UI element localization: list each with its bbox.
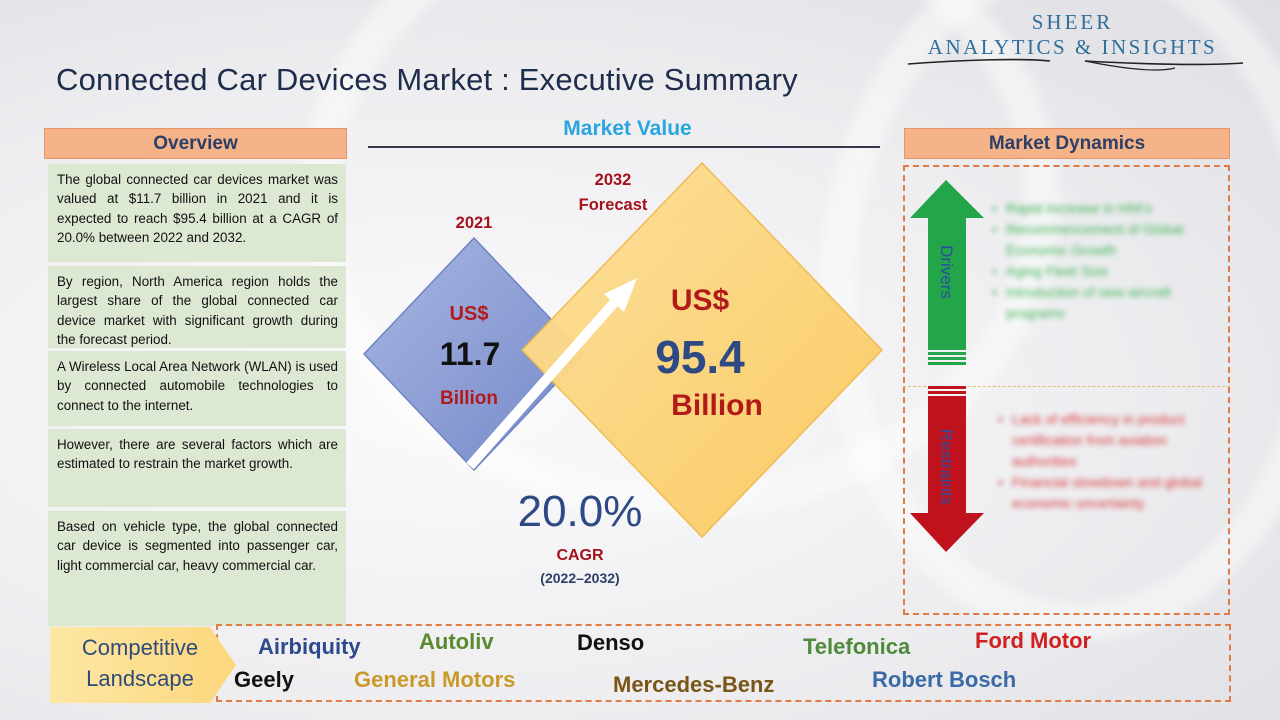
list-item: Recommencement of Global Economic Growth — [990, 219, 1210, 261]
logo-swoosh-icon — [907, 58, 1244, 71]
start-unit: Billion — [439, 388, 499, 409]
start-value: 11.7 — [439, 336, 501, 372]
restraints-label: Restraints — [937, 429, 956, 506]
start-currency: US$ — [449, 303, 489, 325]
page-title: Connected Car Devices Market : Executive… — [56, 62, 798, 97]
company-mercedes-benz: Mercedes-Benz — [613, 672, 775, 697]
company-telefonica: Telefonica — [803, 634, 911, 659]
market-dynamics-box — [903, 165, 1230, 615]
company-denso: Denso — [577, 630, 645, 655]
company-robert-bosch: Robert Bosch — [872, 667, 1017, 692]
cagr-label: CAGR — [556, 547, 604, 564]
competitive-label-line2: Landscape — [86, 666, 194, 691]
cagr-value: 20.0% — [517, 487, 643, 536]
list-item: Aging Fleet Size — [990, 261, 1210, 282]
overview-paragraph-text: A Wireless Local Area Network (WLAN) is … — [57, 359, 338, 413]
restraints-arrow-icon — [910, 386, 984, 552]
diamond-2021 — [362, 236, 586, 472]
growth-arrow-icon — [466, 278, 637, 470]
company-ford-motor: Ford Motor — [975, 628, 1092, 653]
drivers-arrow-icon — [910, 180, 984, 365]
overview-paragraph: However, there are several factors which… — [48, 429, 346, 507]
overview-paragraph: The global connected car devices market … — [48, 164, 346, 262]
list-item: Financial slowdown and global economic u… — [996, 472, 1216, 514]
competitive-landscape-arrow-icon — [50, 627, 236, 703]
market-dynamics-title: Market Dynamics — [988, 132, 1146, 154]
market-dynamics-header: Market Dynamics — [904, 128, 1230, 159]
overview-paragraph: A Wireless Local Area Network (WLAN) is … — [48, 351, 346, 426]
overview-paragraph-text: By region, North America region holds th… — [57, 274, 338, 348]
company-airbiquity: Airbiquity — [258, 634, 361, 659]
drivers-list: Rapid increase in HNI's Recommencement o… — [990, 198, 1210, 324]
overview-paragraph-text: The global connected car devices market … — [57, 172, 338, 246]
company-general-motors: General Motors — [354, 667, 516, 692]
end-currency: US$ — [670, 284, 730, 317]
market-dynamics-divider — [903, 386, 1230, 387]
list-item: Rapid increase in HNI's — [990, 198, 1210, 219]
company-autoliv: Autoliv — [419, 629, 494, 654]
end-value: 95.4 — [655, 331, 745, 383]
diamond-2032 — [520, 161, 884, 539]
start-year: 2021 — [455, 214, 493, 232]
overview-title: Overview — [153, 132, 238, 154]
market-value-title: Market Value — [563, 117, 692, 140]
company-geely: Geely — [234, 667, 294, 692]
end-year: 2032 — [594, 171, 632, 189]
market-value-underline — [368, 146, 880, 148]
cagr-period: (2022–2032) — [540, 570, 620, 586]
overview-paragraph: By region, North America region holds th… — [48, 266, 346, 348]
drivers-label: Drivers — [937, 245, 956, 299]
end-unit: Billion — [671, 389, 763, 422]
restraints-list: Lack of efficiency in product certificat… — [996, 409, 1216, 514]
overview-paragraph: Based on vehicle type, the global connec… — [48, 511, 346, 626]
logo-text-top: SHEER — [1031, 10, 1114, 34]
competitive-label-line1: Competitive — [81, 635, 199, 660]
list-item: Lack of efficiency in product certificat… — [996, 409, 1216, 472]
end-forecast-label: Forecast — [578, 196, 648, 214]
list-item: Introduction of new aircraft programs — [990, 282, 1210, 324]
company-logo: SHEER ANALYTICS & INSIGHTS — [900, 8, 1245, 72]
competitive-landscape-label: Competitive Landscape — [52, 632, 228, 694]
overview-paragraph-text: However, there are several factors which… — [57, 437, 338, 472]
logo-text-bottom: ANALYTICS & INSIGHTS — [927, 35, 1218, 59]
overview-header: Overview — [44, 128, 347, 159]
overview-paragraph-text: Based on vehicle type, the global connec… — [57, 519, 338, 573]
